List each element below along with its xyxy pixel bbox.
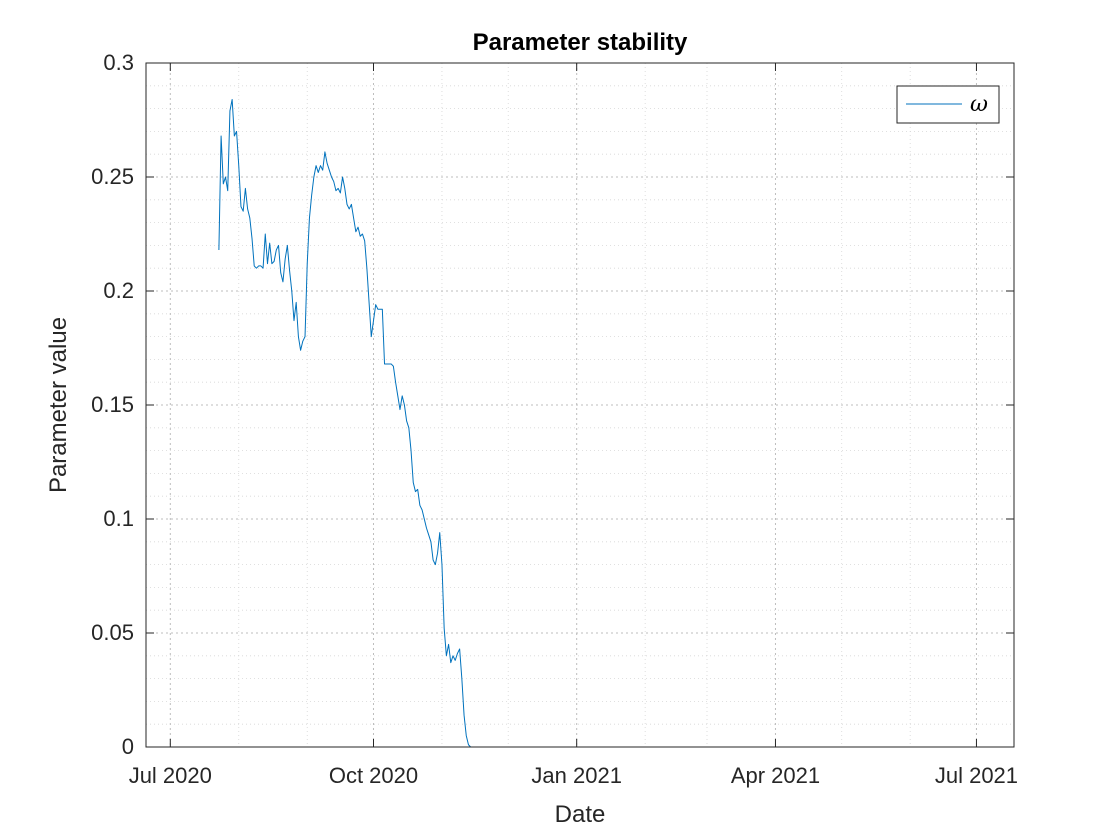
- y-tick-label: 0: [122, 734, 134, 759]
- x-tick-label: Jan 2021: [531, 763, 622, 788]
- x-tick-label: Jul 2021: [935, 763, 1018, 788]
- x-tick-labels: Jul 2020 Oct 2020 Jan 2021 Apr 2021 Jul 2021: [129, 763, 1018, 788]
- y-tick-label: 0.15: [91, 392, 134, 417]
- y-axis-label: Parameter value: [45, 317, 72, 493]
- x-tick-label: Jul 2020: [129, 763, 212, 788]
- y-tick-label: 0.05: [91, 620, 134, 645]
- y-tick-label: 0.3: [103, 50, 134, 75]
- x-axis-label: Date: [555, 801, 606, 828]
- chart-title: Parameter stability: [473, 29, 688, 56]
- legend: ω: [896, 85, 1000, 124]
- y-tick-label: 0.25: [91, 164, 134, 189]
- series-layer: [218, 98, 977, 748]
- y-tick-label: 0.1: [103, 506, 134, 531]
- y-tick-labels: 0 0.05 0.1 0.15 0.2 0.25 0.3: [91, 50, 134, 759]
- x-tick-label: Oct 2020: [329, 763, 418, 788]
- minor-grid: [146, 63, 1014, 747]
- y-tick-label: 0.2: [103, 278, 134, 303]
- series-line-0: [218, 98, 977, 748]
- tick-marks: [146, 62, 1014, 748]
- x-tick-label: Apr 2021: [731, 763, 820, 788]
- major-grid: [146, 62, 1014, 748]
- legend-label-omega: ω: [970, 92, 988, 117]
- plot-area-background: [146, 63, 1014, 747]
